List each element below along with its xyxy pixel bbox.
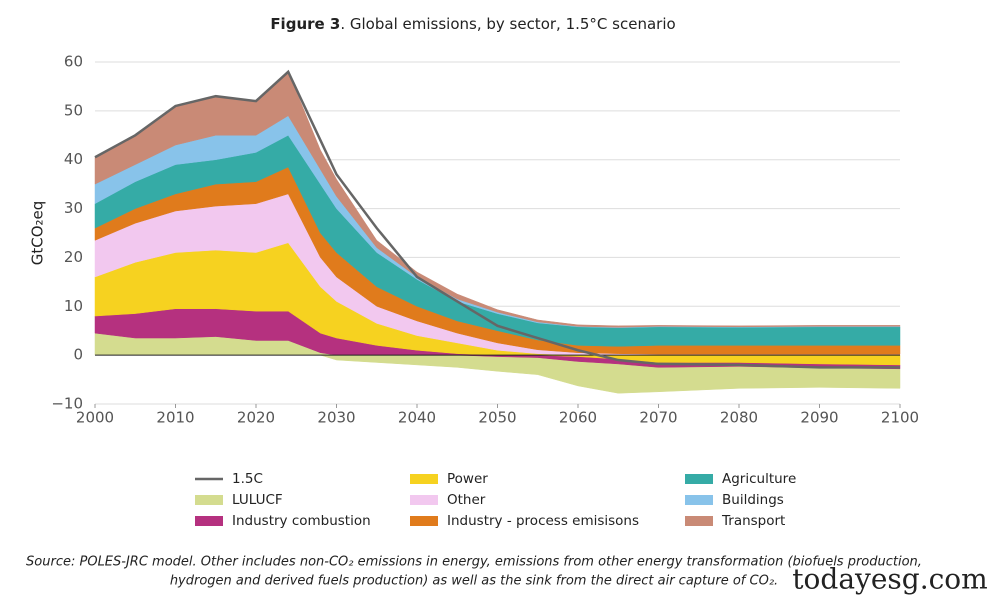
x-tick-label: 2070 [639,409,677,427]
x-tick-label: 2100 [881,409,919,427]
x-tick-label: 2060 [559,409,597,427]
x-tick-label: 2010 [156,409,194,427]
title-text: . Global emissions, by sector, 1.5°C sce… [340,15,675,33]
x-tick-label: 2090 [800,409,838,427]
x-tick-label: 2080 [720,409,758,427]
x-tick-label: 2020 [237,409,275,427]
source-note: hydrogen and derived fuels production) a… [170,574,778,589]
y-tick-label: −10 [51,395,83,413]
area [94,71,901,328]
legend-label: Power [447,471,488,487]
y-tick-label: 60 [64,53,83,71]
legend-swatch [685,495,713,505]
legend-swatch [410,495,438,505]
y-tick-label: 20 [64,248,83,266]
legend-label: Industry - process emisisons [447,513,639,529]
legend-swatch [195,516,223,526]
y-tick-label: 40 [64,150,83,168]
x-tick-label: 2050 [478,409,516,427]
chart-title: Figure 3. Global emissions, by sector, 1… [270,15,675,33]
y-tick-label: 50 [64,101,83,119]
legend-label: Other [447,492,486,508]
legend-label: Buildings [722,492,784,508]
legend-label: Industry combustion [232,513,371,529]
watermark: todayesg.com [792,563,987,596]
legend-label: Agriculture [722,471,796,487]
legend-swatch [410,474,438,484]
legend-label: LULUCF [232,492,283,508]
legend-swatch [685,474,713,484]
y-tick-label: 30 [64,199,83,217]
legend-swatch [685,516,713,526]
y-tick-label: 0 [73,346,83,364]
y-axis-label: GtCO₂eq [29,201,47,266]
source-note: Source: POLES-JRC model. Other includes … [26,555,922,570]
line [94,69,900,369]
legend-swatch [410,516,438,526]
legend-swatch [195,495,223,505]
y-tick-label: 10 [64,297,83,315]
legend-label: Transport [721,513,785,529]
legend-label: 1.5C [232,471,263,487]
x-tick-label: 2040 [398,409,436,427]
x-tick-label: 2030 [317,409,355,427]
title-label: Figure 3 [270,15,340,33]
x-tick-label: 2000 [76,409,114,427]
